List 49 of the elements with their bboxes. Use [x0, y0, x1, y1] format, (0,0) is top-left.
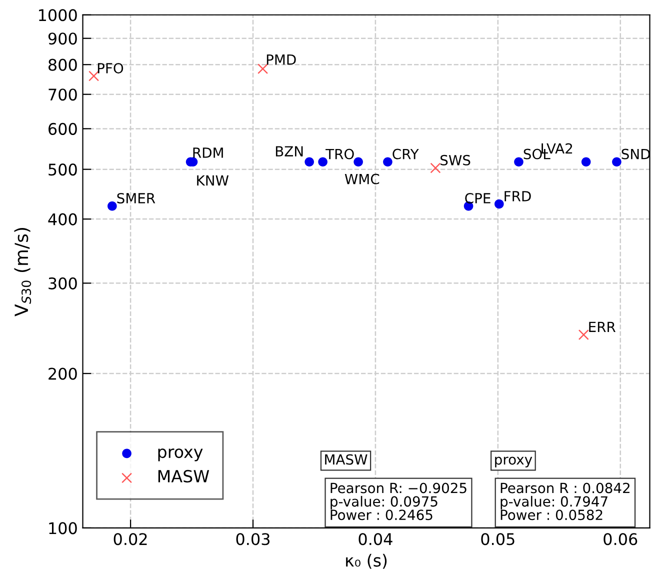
- x-axis-title: κ₀ (s): [346, 554, 387, 569]
- annotation: RDM: [193, 148, 223, 158]
- annotation: KNW: [197, 175, 229, 186]
- y-tick-label: 800: [48, 58, 77, 71]
- point: [430, 162, 441, 174]
- annotation: PFO: [98, 62, 124, 74]
- annotation: Pearson R: −0.9025 p-value: 0.0975 Power : 0.2465: [330, 482, 466, 520]
- annotation: SWS: [440, 154, 470, 166]
- x-tick-label: 0.05: [481, 533, 514, 546]
- y-tick-label: 300: [48, 277, 77, 290]
- annotation: FRD: [504, 191, 531, 202]
- point: [258, 64, 268, 74]
- y-tick-label: 900: [48, 32, 77, 45]
- y-axis-title: V$_{S30}$ (m/s): [14, 228, 32, 316]
- y-tick-label: 400: [48, 213, 77, 226]
- point: [514, 157, 524, 167]
- annotation: CRY: [392, 148, 419, 160]
- annotation: WMC: [344, 174, 380, 184]
- annotation: SMER: [117, 192, 156, 204]
- x-tick-label: 0.02: [114, 533, 147, 546]
- annotation: BZN: [276, 146, 303, 156]
- y-tick-label: 100: [49, 522, 77, 534]
- annotation: CPE: [465, 192, 490, 204]
- legend-label: proxy: [158, 448, 203, 462]
- annotation: ERR: [589, 322, 616, 332]
- point: [88, 70, 100, 82]
- annotation: proxy: [495, 456, 532, 468]
- y-tick-label: 1000: [39, 9, 77, 22]
- point: [383, 157, 392, 167]
- y-tick-label: 500: [48, 164, 77, 176]
- y-tick-label: 600: [48, 122, 77, 135]
- x-tick-label: 0.03: [236, 533, 270, 546]
- legend-label: MASW: [158, 470, 210, 483]
- point: [354, 157, 363, 167]
- annotation: MASW: [325, 454, 368, 465]
- x-tick-label: 0.06: [604, 533, 638, 546]
- y-tick-label: 700: [48, 88, 77, 101]
- annotation: TRO: [326, 148, 354, 160]
- point: [304, 157, 314, 167]
- point: [108, 201, 117, 211]
- point: [318, 157, 328, 167]
- annotation: PMD: [266, 54, 296, 65]
- point: [578, 329, 589, 340]
- y-tick-label: 200: [48, 368, 77, 380]
- point: [581, 157, 591, 167]
- x-tick-label: 0.04: [358, 533, 392, 546]
- point: [494, 199, 504, 209]
- point: [612, 157, 622, 167]
- annotation: Pearson R : 0.0842 p-value: 0.7947 Power : 0.0582: [500, 482, 630, 520]
